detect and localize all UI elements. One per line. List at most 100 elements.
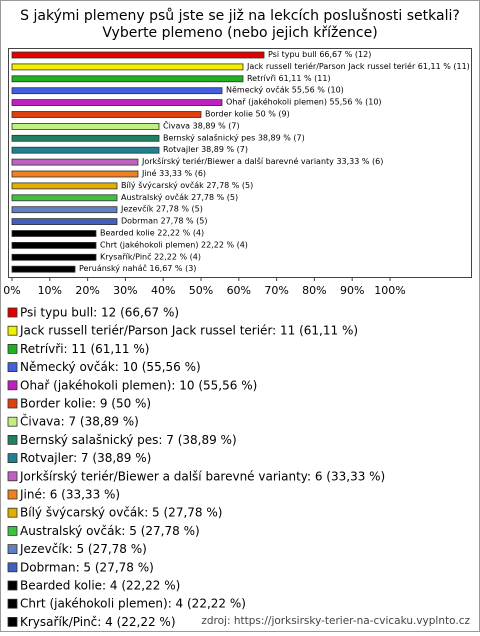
bar [11,134,160,142]
bar-category: Peruánský naháč [79,263,147,273]
value-label: 66,67 % (12) [319,50,371,59]
bar-label: Bílý švýcarský ovčák 27,78 % (5) [121,179,253,189]
bar-category: Německý ovčák [226,84,290,94]
bar [11,194,118,202]
value-label: 27,78 % (5) [156,204,203,213]
bar [11,253,97,261]
legend-label: Retrívři: 11 (61,11 %) [20,342,149,356]
x-tick-label: 60% [227,284,251,297]
legend-label: Jiné: 6 (33,33 %) [19,488,120,502]
bar [11,99,223,106]
bar-label: Jezevčík 27,78 % (5) [120,203,203,213]
legend-label: Dobrman: 5 (27,78 %) [20,560,154,574]
legend-label: Krysařík/Pinč: 4 (22,22 %) [20,615,176,629]
value-label: 61,11 % (11) [279,73,331,82]
bar [11,63,244,71]
bars: Psi typu bull 66,67 % (12)Jack russell t… [11,50,470,273]
bar-label: Jiné 33,33 % (6) [141,168,206,178]
bar [11,111,202,118]
bar-label: Krysařík/Pinč 22,22 % (4) [100,251,201,261]
bar-label: Jorkšírský teriér/Biewer a další barevné… [141,156,383,166]
bar-category: Bernský salašnický pes [163,132,255,142]
legend-swatch [7,526,18,536]
legend-swatch [7,343,18,354]
x-tick-label: 100% [374,284,405,297]
bar-category: Čivava [163,119,190,130]
value-label: 27,78 % (5) [191,192,238,201]
x-tick-label: 0% [3,284,20,297]
legend-swatch [7,453,18,464]
bar-category: Dobrman [121,216,158,225]
legend-swatch [7,507,18,518]
x-tick-label: 70% [264,284,288,297]
bar-category: Jack russell teriér/Parson Jack russel t… [246,60,416,70]
legend-swatch [7,398,18,409]
bar-label: Rotvajler 38,89 % (7) [163,145,248,154]
chart-subtitle: Vyberte plemeno (nebo jejich křížence) [102,25,377,41]
value-label: 22,22 % (4) [154,252,201,261]
bar-category: Australský ovčák [121,191,189,201]
legend-swatch [7,580,18,591]
bar-category: Retrívři [247,73,276,82]
x-tick-label: 80% [302,284,326,297]
bar-label: Psi typu bull 66,67 % (12) [268,50,371,59]
legend-label: Jezevčík: 5 (27,78 %) [19,542,147,556]
bar [11,87,223,95]
legend-swatch [7,416,18,427]
x-tick-label: 10% [38,284,62,297]
bar-label: Čivava 38,89 % (7) [163,119,240,130]
bar-label: Bernský salašnický pes 38,89 % (7) [163,132,305,142]
bar-label: Ohař (jakéhokoli plemen) 55,56 % (10) [226,96,382,106]
legend-label: Rotvajler: 7 (38,89 %) [20,451,151,465]
legend-swatch [7,598,18,609]
bar-label: Peruánský naháč 16,67 % (3) [79,263,196,273]
value-label: 33,33 % (6) [159,169,206,178]
value-label: 38,89 % (7) [193,121,240,130]
value-label: 27,78 % (5) [206,180,253,189]
legend-swatch [7,307,18,318]
legend-label: Německý ovčák: 10 (55,56 %) [20,360,201,374]
legend-label: Chrt (jakéhokoli plemen): 4 (22,22 %) [20,597,246,611]
legend-label: Bearded kolie: 4 (22,22 %) [20,579,180,593]
legend-label: Psi typu bull: 12 (66,67 %) [20,306,179,320]
bar-category: Rotvajler [163,145,199,154]
legend-label: Ohař (jakéhokoli plemen): 10 (55,56 %) [20,378,257,392]
bar-label: Australský ovčák 27,78 % (5) [121,191,238,201]
value-label: 33,33 % (6) [336,157,383,166]
x-tick-label: 50% [189,284,213,297]
bar-category: Bearded kolie [100,228,155,237]
bar [11,182,118,190]
x-tick-label: 20% [75,284,99,297]
bar-label: Retrívři 61,11 % (11) [247,73,331,82]
legend-label: Jack russell teriér/Parson Jack russel t… [19,324,358,338]
legend-swatch [7,562,18,573]
value-label: 27,78 % (5) [161,216,208,225]
legend-swatch [7,489,18,500]
legend-swatch [7,362,18,373]
value-label: 61,11 % (11) [418,61,470,70]
x-tick-label: 30% [113,284,137,297]
bar [11,230,97,237]
bar [11,170,139,178]
bar-label: Border kolie 50 % (9) [205,109,290,118]
bar [11,158,139,166]
bar-label: Bearded kolie 22,22 % (4) [100,228,204,237]
legend-label: Border kolie: 9 (50 %) [20,397,151,411]
bar-category: Ohař (jakéhokoli plemen) [226,96,327,106]
bar [11,75,244,83]
legend-label: Jorkšírský teriér/Biewer a další barevné… [19,469,385,483]
value-label: 55,56 % (10) [292,85,344,94]
legend-swatch [7,325,18,336]
value-label: 22,22 % (4) [201,240,248,249]
bar [11,123,160,130]
legend-label: Čivava: 7 (38,89 %) [20,414,139,429]
legend-swatch [7,380,18,391]
bar-category: Krysařík/Pinč [100,251,152,261]
legend-swatch [7,471,18,482]
bar-label: Chrt (jakéhokoli plemen) 22,22 % (4) [100,239,248,249]
bar-label: Jack russell teriér/Parson Jack russel t… [246,60,470,70]
bar [11,218,118,226]
legend-label: Bílý švýcarský ovčák: 5 (27,78 %) [20,506,222,520]
x-tick-label: 40% [151,284,175,297]
